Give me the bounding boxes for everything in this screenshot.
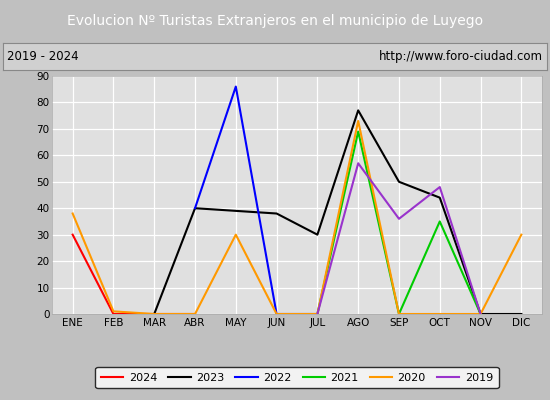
Text: Evolucion Nº Turistas Extranjeros en el municipio de Luyego: Evolucion Nº Turistas Extranjeros en el … [67, 14, 483, 28]
Text: 2019 - 2024: 2019 - 2024 [7, 50, 79, 63]
Legend: 2024, 2023, 2022, 2021, 2020, 2019: 2024, 2023, 2022, 2021, 2020, 2019 [96, 367, 498, 388]
Text: http://www.foro-ciudad.com: http://www.foro-ciudad.com [379, 50, 543, 63]
